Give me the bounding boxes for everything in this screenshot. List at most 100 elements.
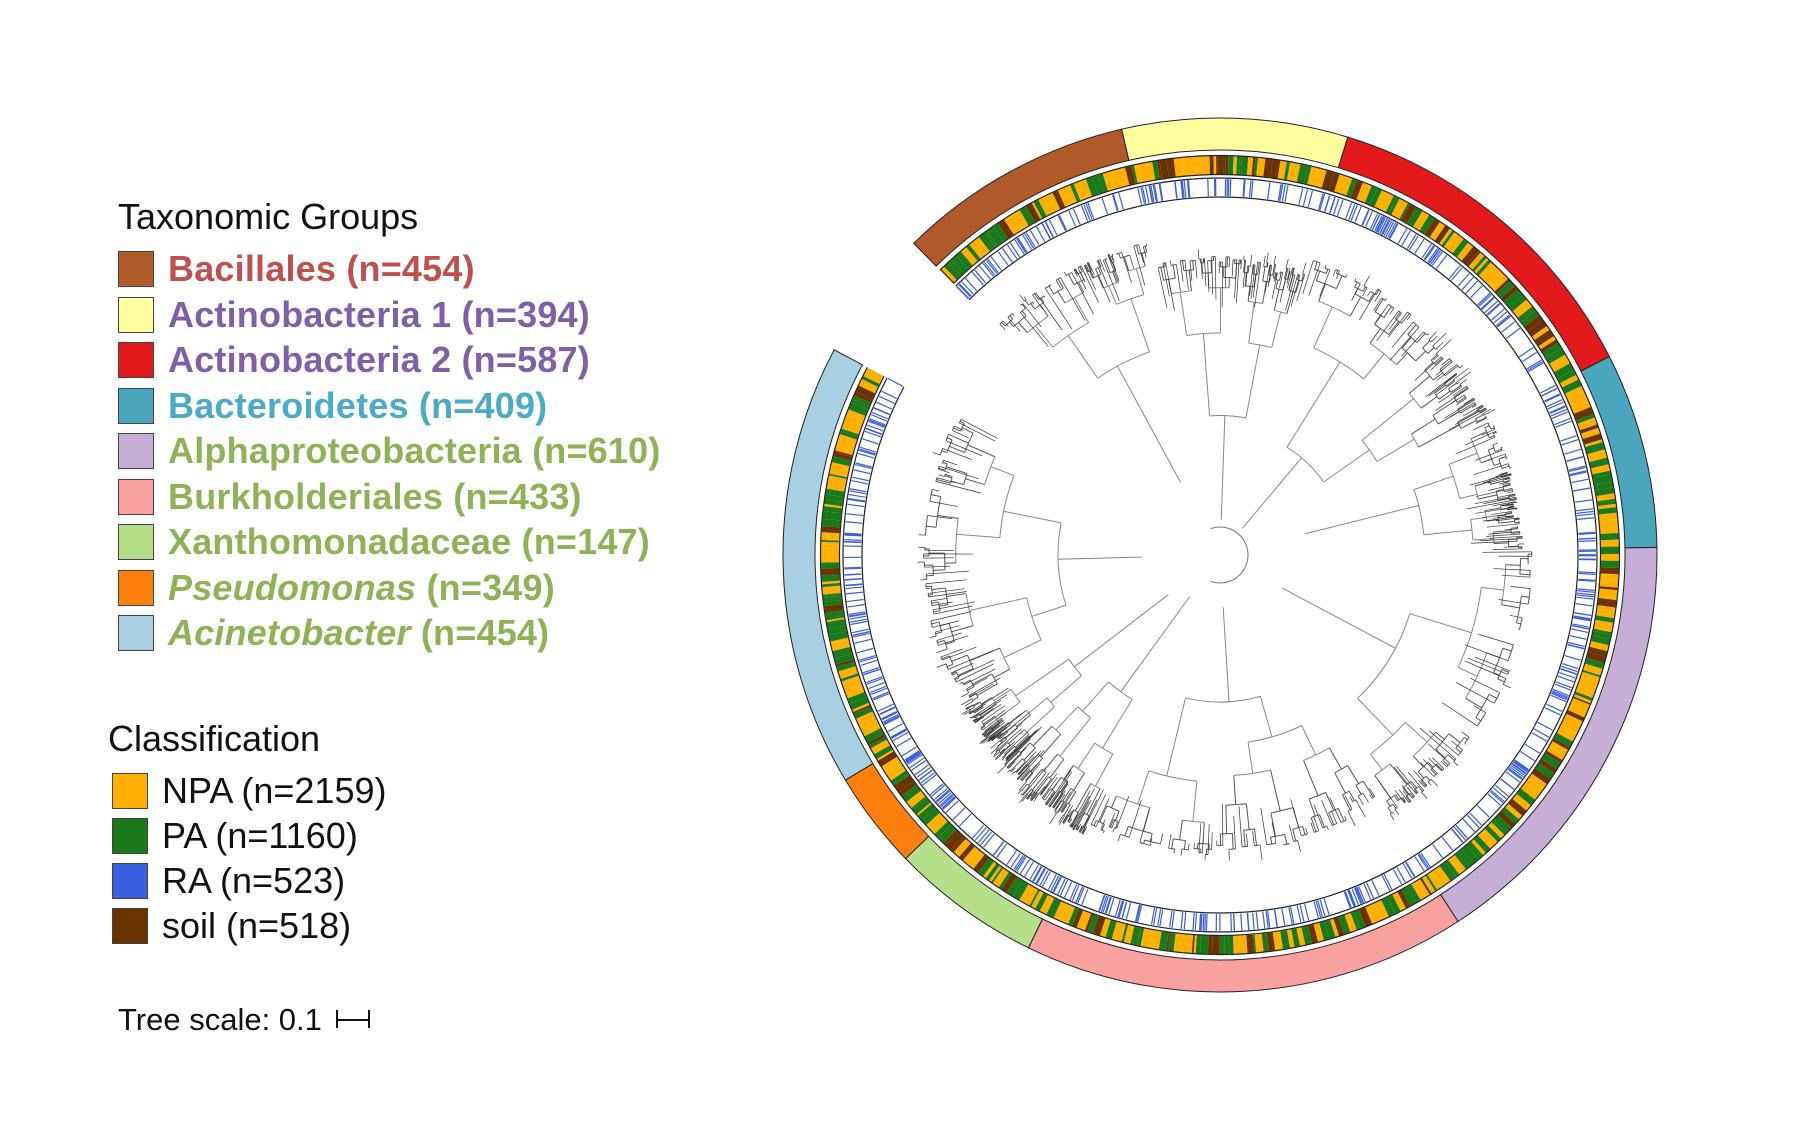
ra-mark	[1469, 812, 1483, 826]
tree-leaf	[1354, 278, 1357, 282]
classification-ring-cell	[1585, 442, 1605, 455]
classification-ring-cell	[1436, 866, 1451, 884]
ra-mark	[996, 843, 1008, 858]
classification-ring-border	[819, 154, 1621, 956]
tree-leaf	[1099, 259, 1106, 272]
classification-ring-cell	[1012, 880, 1029, 900]
tree-branch	[1322, 825, 1328, 829]
classification-ring-cell	[1133, 164, 1140, 183]
tree-leaf	[997, 765, 1007, 774]
classification-ring-cell	[1567, 704, 1588, 718]
classification-ring-cell	[1566, 710, 1585, 722]
tree-leaf	[1401, 785, 1413, 799]
tree-branch	[1247, 742, 1254, 774]
classification-ring-cell	[840, 428, 859, 437]
ra-mark	[1528, 362, 1544, 373]
tree-leaf	[979, 736, 989, 745]
ra-mark	[1519, 346, 1534, 358]
tree-leaf	[1389, 814, 1395, 820]
ra-mark	[881, 710, 898, 720]
tree-branch	[1389, 763, 1408, 785]
tree-leaf	[1044, 288, 1073, 330]
classification-ring-cell	[861, 375, 880, 387]
ra-mark	[1171, 910, 1175, 928]
tree-leaf	[1444, 399, 1475, 419]
tree-leaf	[1133, 245, 1146, 286]
ra-mark	[1531, 732, 1547, 742]
tree-branch	[1433, 372, 1443, 381]
tree-branch	[1262, 280, 1270, 283]
tree-branch	[1493, 530, 1512, 533]
tree-branch	[926, 585, 932, 588]
classification-ring-cell	[821, 555, 840, 563]
tree-leaf	[1475, 506, 1515, 514]
ra-mark	[1284, 185, 1289, 203]
tree-leaf	[1345, 274, 1348, 278]
ra-mark	[871, 411, 889, 420]
tree-branch	[1292, 829, 1297, 842]
classification-ring-cell	[1581, 429, 1601, 440]
tree-branch	[1283, 268, 1288, 279]
classification-ring-cell	[856, 711, 874, 721]
tree-branch	[1507, 505, 1514, 508]
ra-mark	[1421, 243, 1432, 259]
classification-ring-cell	[1277, 160, 1287, 180]
ra-mark	[1006, 244, 1018, 260]
ra-mark	[1578, 572, 1596, 575]
classification-ring-cell	[1235, 935, 1240, 954]
tree-branch	[1281, 587, 1396, 649]
ra-mark	[1047, 874, 1057, 890]
ra-mark	[1029, 229, 1040, 246]
ra-mark	[906, 753, 922, 764]
tree-leaf	[956, 663, 995, 683]
classification-ring-cell	[1600, 532, 1619, 541]
tree-branch	[1025, 772, 1034, 782]
tree-branch	[1009, 315, 1014, 320]
tree-branch	[944, 463, 948, 471]
tree-leaf	[1394, 789, 1405, 803]
ra-mark	[1461, 276, 1474, 291]
tree-leaf	[929, 501, 959, 507]
tree-branch	[1284, 834, 1288, 845]
tree-branch	[949, 655, 954, 665]
ra-mark	[848, 493, 866, 498]
tree-branch	[976, 683, 998, 696]
tree-branch	[1183, 840, 1186, 850]
tree-branch	[1342, 790, 1350, 796]
ra-mark	[1319, 899, 1326, 917]
classification-ring-cell	[1515, 302, 1533, 318]
tree-branch	[973, 701, 981, 707]
classification-ring-cell	[1321, 170, 1335, 190]
tree-leaf	[938, 474, 945, 477]
tree-branch	[1495, 448, 1502, 453]
classification-ring-cell	[1219, 935, 1225, 954]
tree-branch	[984, 456, 996, 485]
ra-mark	[1527, 360, 1543, 371]
ra-mark	[847, 604, 865, 608]
classification-ring-cell	[1474, 258, 1489, 274]
classification-ring-cell	[1130, 926, 1141, 946]
tree-branch	[931, 601, 939, 604]
tree-branch	[1328, 812, 1335, 825]
classification-ring-cell	[823, 594, 842, 599]
classification-ring-cell	[1497, 281, 1515, 299]
tree-leaf	[1063, 810, 1072, 824]
tree-leaf	[1072, 788, 1095, 830]
classification-ring-cell	[1422, 875, 1436, 894]
classification-ring-cell	[1272, 931, 1283, 951]
classification-ring-cell	[1399, 203, 1410, 220]
ra-mark	[1249, 180, 1252, 198]
tree-branch	[1160, 267, 1165, 281]
classification-ring-cell	[1307, 166, 1318, 186]
ra-mark	[854, 463, 872, 470]
tree-branch	[1181, 848, 1189, 851]
tree-leaf	[948, 650, 993, 670]
tree-branch	[1361, 398, 1414, 441]
classification-ring-cell	[831, 464, 850, 470]
tree-branch	[951, 671, 957, 675]
tree-leaf	[1435, 388, 1469, 411]
ra-mark	[940, 794, 954, 808]
ra-mark	[1385, 221, 1395, 237]
ra-mark	[844, 534, 862, 537]
classification-ring-cell	[1033, 199, 1047, 219]
